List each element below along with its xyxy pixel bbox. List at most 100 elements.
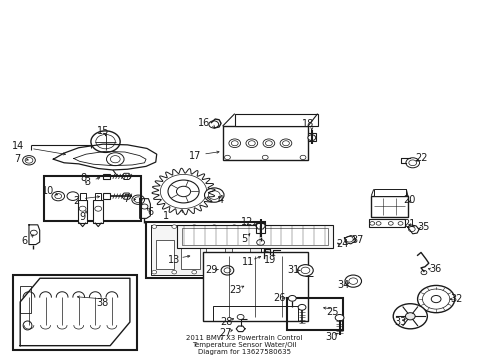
Circle shape (95, 206, 102, 211)
Text: 30: 30 (325, 332, 337, 342)
Circle shape (405, 313, 414, 320)
Circle shape (251, 225, 256, 228)
Circle shape (168, 180, 199, 203)
Text: 7: 7 (15, 154, 21, 164)
Bar (203, 252, 307, 320)
Text: 7: 7 (123, 194, 129, 204)
Circle shape (152, 225, 157, 228)
Circle shape (300, 155, 305, 159)
Text: 6: 6 (21, 236, 27, 246)
Text: 15: 15 (97, 126, 109, 135)
Text: 8: 8 (81, 173, 86, 183)
Circle shape (263, 252, 270, 257)
Bar (93, 200, 103, 223)
Circle shape (280, 139, 291, 148)
Circle shape (171, 225, 176, 228)
Text: 32: 32 (449, 294, 462, 304)
Bar (234, 114, 317, 126)
Bar (80, 193, 85, 200)
Bar (43, 176, 141, 221)
Text: 34: 34 (336, 280, 348, 290)
Circle shape (141, 204, 148, 209)
Circle shape (263, 139, 274, 148)
Bar (103, 193, 110, 199)
Text: 13: 13 (167, 255, 180, 265)
Text: 26: 26 (273, 293, 285, 303)
Circle shape (345, 236, 352, 242)
Circle shape (171, 270, 176, 274)
Circle shape (79, 206, 86, 211)
Circle shape (307, 135, 315, 140)
Circle shape (387, 222, 392, 225)
Text: 31: 31 (286, 265, 299, 275)
Circle shape (243, 226, 264, 242)
Circle shape (211, 270, 216, 274)
Circle shape (160, 175, 206, 208)
Circle shape (176, 186, 190, 197)
Text: 23: 23 (229, 285, 242, 296)
Bar (146, 222, 265, 278)
Circle shape (237, 315, 244, 319)
Text: 3: 3 (84, 177, 90, 187)
Circle shape (245, 139, 257, 148)
Bar (368, 220, 405, 227)
Circle shape (221, 266, 233, 275)
Circle shape (191, 270, 196, 274)
Circle shape (208, 121, 218, 128)
Text: 2: 2 (73, 196, 79, 206)
Bar (370, 196, 407, 217)
Text: 6: 6 (147, 207, 154, 217)
Bar (206, 239, 224, 269)
Text: 4: 4 (218, 195, 224, 206)
Text: 25: 25 (325, 307, 338, 317)
Bar (256, 223, 264, 233)
Text: 27: 27 (219, 328, 232, 338)
Text: 12: 12 (240, 217, 253, 227)
Circle shape (392, 304, 427, 329)
Circle shape (30, 230, 37, 235)
Text: 16: 16 (198, 118, 210, 128)
Text: 28: 28 (219, 317, 232, 327)
Text: 22: 22 (414, 153, 427, 163)
Circle shape (288, 296, 296, 301)
Circle shape (228, 139, 240, 148)
Text: 10: 10 (42, 186, 55, 197)
Bar (156, 239, 174, 269)
Text: 9: 9 (80, 212, 85, 221)
Text: 18: 18 (301, 120, 313, 129)
Bar (13, 275, 137, 350)
Circle shape (417, 285, 454, 313)
Circle shape (211, 225, 216, 228)
Circle shape (106, 153, 124, 166)
Circle shape (422, 289, 449, 309)
Text: 37: 37 (351, 235, 363, 245)
Text: 24: 24 (335, 239, 347, 249)
Circle shape (405, 158, 419, 168)
Circle shape (22, 156, 35, 165)
Bar (307, 133, 315, 140)
Bar (20, 286, 31, 313)
Circle shape (430, 296, 440, 303)
Bar (222, 126, 307, 160)
Text: 21: 21 (402, 219, 415, 229)
Circle shape (344, 275, 361, 287)
Text: 36: 36 (428, 264, 441, 274)
Circle shape (231, 225, 236, 228)
Bar (212, 306, 298, 320)
Circle shape (334, 315, 343, 321)
Text: 1: 1 (163, 211, 169, 221)
Bar (151, 225, 260, 275)
Ellipse shape (23, 321, 32, 330)
Bar (95, 193, 101, 200)
Text: 19: 19 (264, 255, 276, 265)
Bar (182, 228, 328, 245)
Text: 14: 14 (12, 141, 24, 151)
Circle shape (52, 192, 64, 201)
Bar (231, 239, 250, 269)
Circle shape (191, 225, 196, 228)
Circle shape (397, 222, 402, 225)
Circle shape (204, 188, 224, 202)
Circle shape (369, 222, 374, 225)
Circle shape (420, 270, 426, 275)
Circle shape (224, 155, 230, 159)
